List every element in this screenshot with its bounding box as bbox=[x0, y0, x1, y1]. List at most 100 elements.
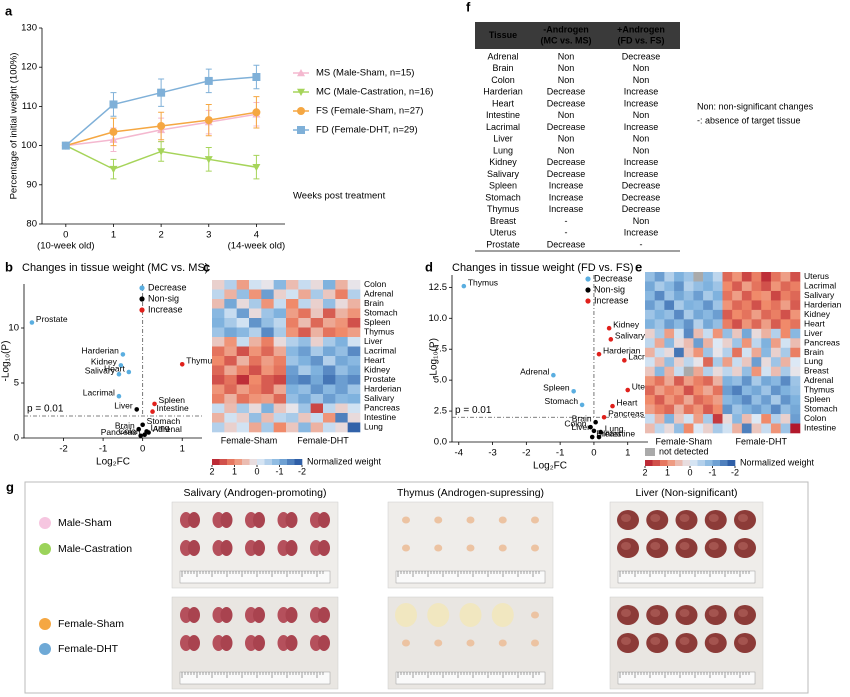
x-tick-label: 4 bbox=[254, 230, 259, 241]
heatmap-cell bbox=[780, 423, 791, 434]
heatmap-cell bbox=[664, 309, 675, 320]
heatmap-cell bbox=[212, 384, 225, 395]
heatmap-cell bbox=[310, 403, 324, 414]
row-label: Intestine bbox=[364, 412, 396, 422]
heatmap-cell bbox=[780, 414, 791, 424]
heatmap-cell bbox=[212, 289, 225, 300]
heatmap-cell bbox=[683, 328, 694, 339]
point-label: Thymus bbox=[186, 356, 216, 366]
heatmap-cell bbox=[674, 300, 685, 311]
y-tick-label: 110 bbox=[22, 101, 37, 112]
heatmap-cell bbox=[224, 337, 237, 347]
heatmap-cell bbox=[703, 357, 714, 368]
heatmap-cell bbox=[310, 327, 324, 338]
heatmap-cell bbox=[236, 422, 250, 433]
heatmap-cell bbox=[236, 413, 250, 423]
data-point bbox=[204, 76, 213, 85]
x-tick-label: 1 bbox=[180, 444, 185, 455]
heatmap-cell bbox=[645, 423, 655, 434]
legend-label: Non-sig bbox=[148, 293, 179, 303]
table-cell: Increase bbox=[549, 181, 584, 191]
heatmap-cell bbox=[683, 357, 694, 368]
x-tick-label: -2 bbox=[522, 448, 530, 459]
heatmap-cell bbox=[780, 347, 791, 358]
colorbar-step bbox=[705, 460, 713, 466]
heatmap-cell bbox=[347, 422, 361, 433]
table-cell: Decrease bbox=[547, 157, 586, 167]
heatmap-cell bbox=[790, 338, 801, 349]
data-point bbox=[204, 156, 213, 164]
heatmap-cell bbox=[645, 319, 655, 330]
data-point bbox=[622, 358, 627, 363]
y-tick-label: 10 bbox=[8, 323, 19, 334]
data-point bbox=[608, 337, 614, 342]
heatmap-cell bbox=[654, 414, 665, 424]
table-cell: Non bbox=[558, 134, 575, 144]
heatmap-cell bbox=[323, 422, 336, 433]
organ-highlight bbox=[679, 514, 690, 522]
heatmap-cell bbox=[335, 280, 348, 290]
heatmap-cell bbox=[664, 414, 675, 424]
heatmap-cell bbox=[645, 300, 655, 311]
heatmap-cell bbox=[286, 356, 299, 366]
heatmap-cell bbox=[693, 395, 704, 405]
y-tick-label: 80 bbox=[26, 219, 37, 230]
heatmap-cell bbox=[732, 414, 743, 424]
heatmap-cell bbox=[751, 395, 762, 405]
organ bbox=[498, 544, 507, 552]
heatmap-cell bbox=[770, 385, 781, 396]
heatmap-cell bbox=[249, 365, 262, 376]
heatmap-cell bbox=[224, 365, 237, 376]
data-point bbox=[138, 433, 143, 439]
heatmap-cell bbox=[224, 280, 237, 290]
heatmap-cell bbox=[770, 357, 781, 368]
heatmap-cell bbox=[273, 356, 287, 366]
organ-highlight bbox=[738, 542, 748, 550]
heatmap-cell bbox=[298, 289, 311, 300]
heatmap-cell bbox=[751, 347, 762, 358]
row-label: Intestine bbox=[804, 423, 836, 433]
point-label: Harderian bbox=[603, 345, 641, 355]
legend-label: FD (Female-DHT, n=29) bbox=[316, 125, 418, 136]
heatmap-cell bbox=[212, 337, 225, 347]
photo-frame bbox=[24, 481, 809, 694]
data-point bbox=[61, 141, 70, 150]
point-label: Lung bbox=[151, 423, 170, 433]
table-cell: Increase bbox=[624, 169, 659, 179]
point-label: Salivary bbox=[85, 365, 116, 375]
row-label: Adrenal bbox=[364, 289, 393, 299]
heatmap-cell bbox=[761, 347, 772, 358]
heatmap-cell bbox=[761, 300, 772, 311]
heatmap-cell bbox=[722, 272, 733, 282]
heatmap-cell bbox=[347, 327, 361, 338]
table-cell: Non bbox=[558, 51, 575, 61]
organ bbox=[434, 544, 443, 552]
heatmap-cell bbox=[732, 300, 743, 311]
heatmap-cell bbox=[249, 413, 262, 423]
heatmap-cell bbox=[761, 309, 772, 320]
data-point bbox=[252, 108, 261, 117]
threshold-label: p = 0.01 bbox=[27, 404, 64, 415]
data-point bbox=[116, 371, 122, 377]
heatmap-cell bbox=[703, 281, 714, 292]
heatmap-cell bbox=[770, 376, 781, 386]
heatmap-cell bbox=[298, 308, 311, 319]
heatmap-cell bbox=[722, 414, 733, 424]
heatmap-cell bbox=[674, 281, 685, 292]
table-cell: Brain bbox=[492, 63, 513, 73]
data-point bbox=[601, 414, 607, 420]
heatmap-cell bbox=[273, 403, 287, 414]
heatmap-cell bbox=[286, 289, 299, 300]
heatmap-cell bbox=[770, 290, 781, 301]
threshold-label: p = 0.01 bbox=[455, 405, 492, 416]
heatmap-cell bbox=[236, 289, 250, 300]
data-point bbox=[109, 165, 118, 174]
heatmap-cell bbox=[712, 357, 723, 368]
heatmap-cell bbox=[761, 319, 772, 330]
heatmap-cell bbox=[273, 394, 287, 404]
heatmap-cell bbox=[770, 300, 781, 311]
heatmap-cell bbox=[790, 309, 801, 320]
heatmap-cell bbox=[335, 299, 348, 309]
heatmap-cell bbox=[273, 384, 287, 395]
